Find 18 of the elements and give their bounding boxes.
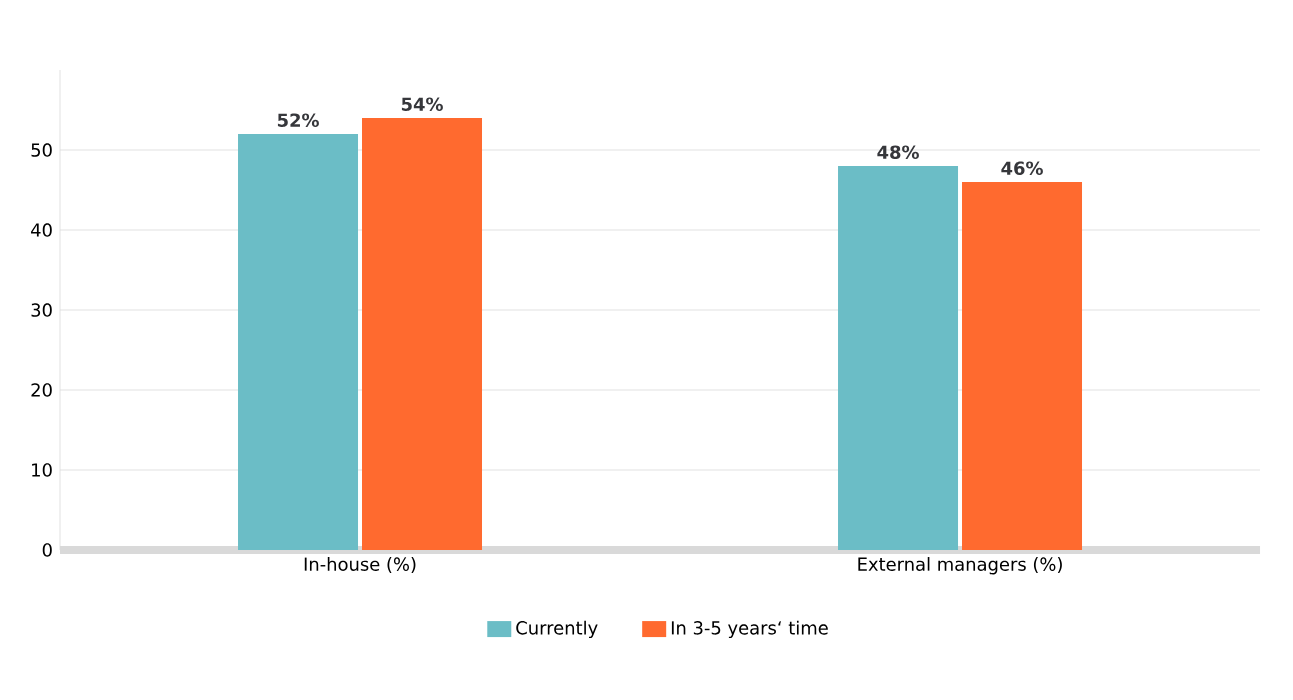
y-tick-label: 10	[32, 463, 52, 477]
y-tick-label: 0	[42, 543, 52, 557]
legend-label: In 3-5 years‘ time	[671, 620, 828, 639]
y-tick-label: 40	[31, 223, 52, 237]
bar	[962, 182, 1083, 550]
data-label: 46%	[1001, 161, 1043, 175]
x-tick-label: In-house (%)	[304, 557, 416, 574]
data-label: 48%	[877, 145, 919, 159]
bar	[362, 118, 483, 550]
y-tick-label: 20	[31, 383, 52, 397]
bar	[838, 166, 959, 550]
y-tick-label: 30	[31, 303, 52, 317]
x-tick-label: External managers (%)	[858, 557, 1062, 575]
legend-label: Currently	[516, 620, 598, 639]
bar	[238, 134, 359, 550]
data-label: 54%	[401, 97, 443, 111]
data-label: 52%	[277, 113, 319, 127]
y-tick-label: 50	[31, 143, 52, 157]
